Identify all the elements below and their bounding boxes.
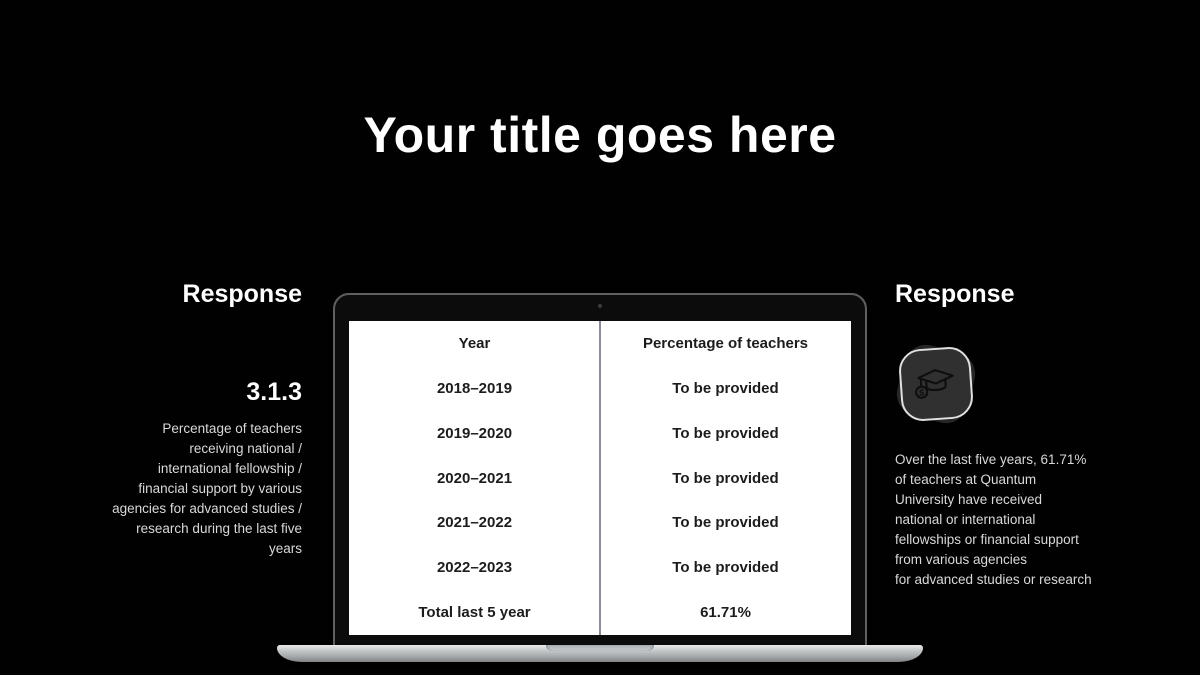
slide-title: Your title goes here <box>363 107 837 163</box>
year-cell: 2021–2022 <box>436 514 513 532</box>
left-response-heading: Response <box>182 280 302 308</box>
right-description: Over the last five years, 61.71% of teac… <box>895 452 1092 587</box>
total-value-cell: 61.71% <box>700 604 751 622</box>
percentage-cell: To be provided <box>672 469 779 487</box>
graduation-cap-dollar-icon: $ <box>888 336 984 432</box>
table-row: 2021–2022 To be provided <box>349 500 851 545</box>
percentage-cell: To be provided <box>672 514 779 532</box>
table-row: 2022–2023 To be provided <box>349 545 851 590</box>
left-response-panel: Response 3.1.3 Percentage of teachers re… <box>88 280 302 559</box>
section-number: 3.1.3 <box>246 378 302 406</box>
percentage-cell: To be provided <box>672 379 779 397</box>
total-label-cell: Total last 5 year <box>418 604 531 622</box>
table-screen: Year Percentage of teachers 2018–2019 To… <box>349 321 851 635</box>
laptop-base-notch <box>546 645 654 651</box>
percentage-cell: To be provided <box>672 424 779 442</box>
column-divider <box>599 321 601 635</box>
table-row: 2018–2019 To be provided <box>349 366 851 411</box>
left-description: Percentage of teachers receiving nationa… <box>112 421 302 556</box>
year-cell: 2019–2020 <box>436 424 513 442</box>
laptop-base <box>277 645 923 662</box>
year-cell: 2020–2021 <box>436 469 513 487</box>
year-cell: 2022–2023 <box>436 559 513 577</box>
right-response-heading: Response <box>895 280 1015 308</box>
icon-front-tile: $ <box>897 345 975 423</box>
table-row: 2019–2020 To be provided <box>349 411 851 456</box>
laptop-mockup: Year Percentage of teachers 2018–2019 To… <box>277 293 923 662</box>
year-cell: 2018–2019 <box>436 379 513 397</box>
table-total-row: Total last 5 year 61.71% <box>349 590 851 635</box>
graduation-cap-glyph: $ <box>915 369 954 399</box>
percentage-cell: To be provided <box>672 559 779 577</box>
percentage-column-header: Percentage of teachers <box>642 334 809 352</box>
laptop-screen: Year Percentage of teachers 2018–2019 To… <box>333 293 867 647</box>
table-header-row: Year Percentage of teachers <box>349 321 851 366</box>
svg-text:$: $ <box>919 387 925 397</box>
right-response-panel: Response $ Over the last five years, 61.… <box>891 280 1140 590</box>
table-row: 2020–2021 To be provided <box>349 456 851 501</box>
webcam-dot-icon <box>598 304 602 308</box>
year-column-header: Year <box>458 334 491 352</box>
